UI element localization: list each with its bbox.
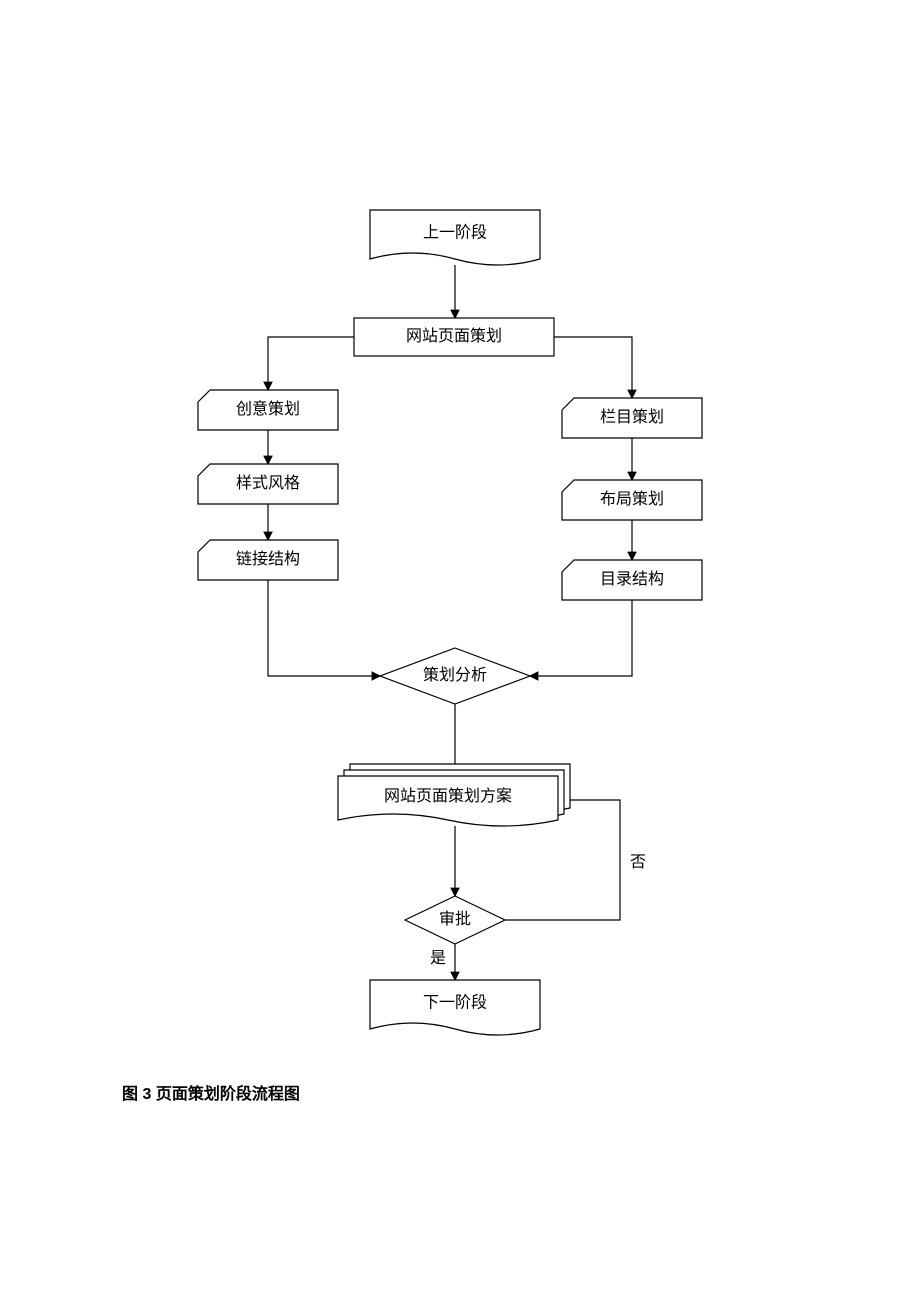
node-start: 上一阶段 bbox=[423, 224, 487, 242]
node-doc: 网站页面策划方案 bbox=[384, 787, 512, 805]
edge-label: 否 bbox=[630, 854, 646, 871]
node-dir: 目录结构 bbox=[600, 570, 664, 588]
node-end: 下一阶段 bbox=[423, 994, 487, 1012]
node-plan: 网站页面策划 bbox=[406, 327, 502, 345]
node-column: 栏目策划 bbox=[600, 408, 664, 426]
node-layout: 布局策划 bbox=[600, 490, 664, 508]
flowchart-svg: 是 否 上一阶段网站页面策划创意策划样式风格链接结构 栏目策划布局策划目录结构策划分析… bbox=[0, 0, 920, 1302]
node-creative: 创意策划 bbox=[236, 399, 300, 418]
node-analyze: 策划分析 bbox=[423, 666, 487, 684]
node-style: 样式风格 bbox=[236, 474, 300, 492]
node-link: 链接结构 bbox=[236, 550, 300, 568]
figure-caption: 图 3 页面策划阶段流程图 bbox=[122, 1080, 300, 1104]
caption-prefix: 图 3 bbox=[122, 1086, 151, 1103]
edge-label: 是 bbox=[430, 950, 446, 967]
caption-text: 页面策划阶段流程图 bbox=[156, 1086, 300, 1103]
node-approve: 审批 bbox=[439, 910, 471, 928]
